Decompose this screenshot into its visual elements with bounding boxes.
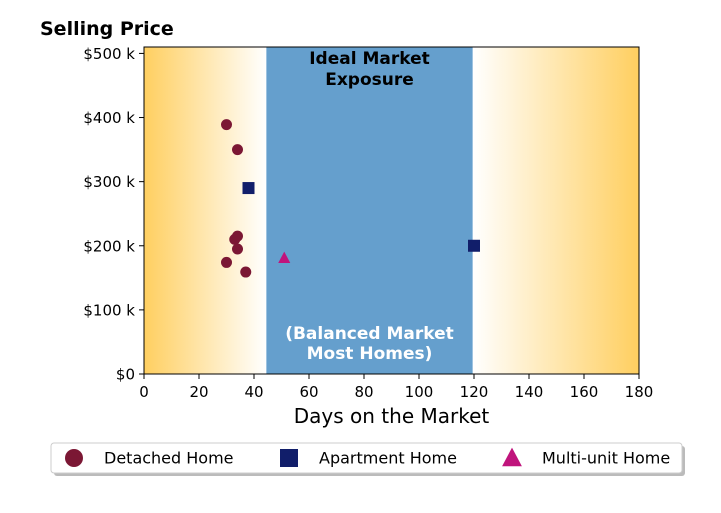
x-tick-label: 120 [460,383,489,401]
right-gradient-region [472,47,639,374]
x-tick-label: 140 [515,383,544,401]
x-tick-label: 100 [405,383,434,401]
x-tick-label: 60 [299,383,318,401]
apartment-home-point [468,239,480,252]
y-tick-label: $200 k [83,237,135,255]
detached-home-point [240,266,252,278]
legend-label-multi-unit-home: Multi-unit Home [542,449,670,468]
ideal-band-top-label-line1: Ideal Market [309,49,430,69]
x-tick-label: 160 [570,383,599,401]
legend-marker-apartment-home [280,449,298,467]
y-tick-label: $400 k [83,109,135,127]
ideal-band-top-label-line2: Exposure [325,70,414,90]
legend-box [50,442,683,474]
x-tick-label: 80 [354,383,373,401]
x-tick-label: 0 [139,383,149,401]
multi-unit-home-point [278,251,291,264]
x-tick-label: 20 [189,383,208,401]
x-tick-label: 40 [244,383,263,401]
chart-title: Selling Price [40,18,174,40]
legend-marker-detached-home [65,449,83,467]
x-tick-label: 180 [625,383,654,401]
apartment-home-point [242,182,255,195]
y-tick-label: $100 k [83,301,135,319]
y-tick-label: $0 [116,366,135,384]
data-marks [221,119,480,278]
detached-home-point [221,119,232,131]
detached-home-point [232,243,243,255]
ideal-band-bottom-label-line1: (Balanced Market [285,324,454,344]
ideal-market-band [266,47,473,374]
legend-label-apartment-home: Apartment Home [319,449,457,468]
x-axis-label: Days on the Market [294,404,490,428]
ideal-band-bottom-label-line2: Most Homes) [307,344,433,364]
plot-area [144,47,639,374]
plot-frame [143,46,640,375]
x-axis: 0 20 40 60 80 100 120 140 160 180 [139,374,653,401]
detached-home-point [221,256,232,268]
y-axis: $0 $100 k $200 k $300 k $400 k $500 k [83,45,144,384]
legend-marker-multi-unit-home [502,447,522,467]
detached-home-point [232,230,243,242]
left-gradient-region [144,47,267,374]
detached-home-point [232,144,243,156]
y-tick-label: $300 k [83,173,135,191]
legend: Detached Home Apartment Home Multi-unit Ho… [50,442,685,476]
y-tick-label: $500 k [83,45,135,63]
legend-label-detached-home: Detached Home [104,449,234,468]
